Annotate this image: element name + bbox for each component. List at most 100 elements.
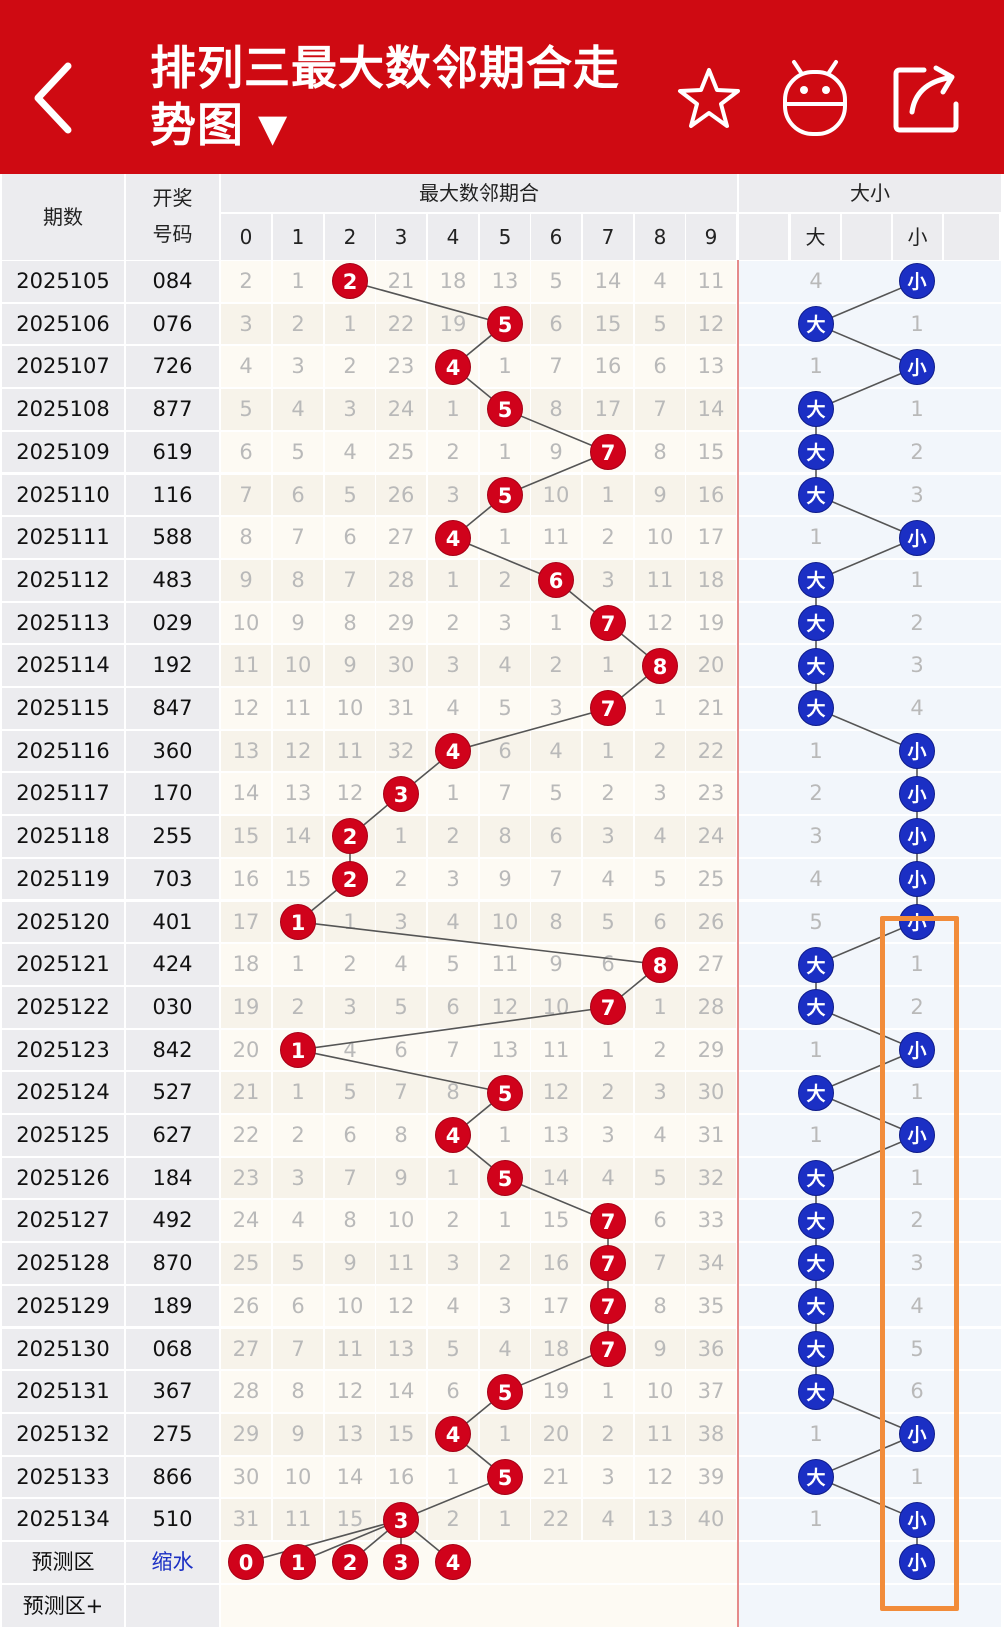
size-header-spacer bbox=[944, 214, 999, 260]
miss-count-cell: 17 bbox=[686, 517, 736, 558]
small-miss-cell: 2 bbox=[910, 1208, 924, 1233]
miss-count-cell: 15 bbox=[686, 431, 736, 473]
miss-count-cell: 12 bbox=[273, 730, 323, 772]
miss-count-cell: 19 bbox=[531, 1371, 581, 1412]
miss-count-cell: 1 bbox=[428, 773, 478, 815]
miss-count-cell: 15 bbox=[221, 816, 271, 857]
miss-count-cell: 2 bbox=[635, 730, 685, 772]
period-cell: 2025127 bbox=[2, 1200, 124, 1242]
draw-number-cell: 116 bbox=[126, 474, 219, 516]
period-cell: 2025110 bbox=[2, 474, 124, 516]
hit-ball: 8 bbox=[642, 946, 678, 983]
small-ball: 小 bbox=[899, 1501, 935, 1538]
miss-count-cell: 9 bbox=[325, 1243, 375, 1284]
digit-header-7: 7 bbox=[583, 214, 633, 260]
small-miss-cell: 1 bbox=[910, 1165, 924, 1190]
share-icon[interactable] bbox=[890, 60, 966, 136]
miss-count-cell: 12 bbox=[635, 602, 685, 644]
miss-count-cell: 3 bbox=[428, 1243, 478, 1284]
hit-ball: 7 bbox=[590, 434, 626, 471]
miss-count-cell: 4 bbox=[635, 1115, 685, 1156]
hit-ball: 5 bbox=[487, 1373, 523, 1410]
miss-count-cell: 9 bbox=[635, 474, 685, 516]
miss-count-cell: 9 bbox=[480, 858, 530, 900]
hit-ball: 4 bbox=[435, 519, 471, 556]
miss-count-cell: 3 bbox=[635, 1072, 685, 1113]
miss-count-cell: 23 bbox=[686, 773, 736, 815]
miss-count-cell: 11 bbox=[480, 944, 530, 985]
miss-count-cell: 9 bbox=[635, 1328, 685, 1370]
draw-number-cell: 401 bbox=[126, 901, 219, 943]
forecast-plus-cell bbox=[126, 1584, 219, 1627]
period-cell: 2025112 bbox=[2, 559, 124, 601]
miss-count-cell: 3 bbox=[325, 389, 375, 430]
miss-count-cell: 2 bbox=[428, 816, 478, 857]
draw-number-cell: 510 bbox=[126, 1499, 219, 1540]
miss-count-cell: 3 bbox=[583, 816, 633, 857]
period-cell: 2025132 bbox=[2, 1413, 124, 1455]
period-cell: 2025131 bbox=[2, 1371, 124, 1412]
miss-count-cell: 9 bbox=[531, 431, 581, 473]
small-miss-cell: 6 bbox=[910, 1379, 924, 1404]
miss-count-cell: 7 bbox=[428, 1029, 478, 1071]
miss-count-cell: 9 bbox=[273, 1413, 323, 1455]
miss-count-cell: 6 bbox=[531, 816, 581, 857]
dropdown-arrow-icon[interactable]: ▼ bbox=[258, 106, 289, 150]
draw-number-cell: 192 bbox=[126, 645, 219, 686]
big-miss-cell: 1 bbox=[809, 738, 823, 763]
big-ball: 大 bbox=[798, 690, 834, 727]
miss-count-cell: 13 bbox=[325, 1413, 375, 1455]
miss-count-cell: 10 bbox=[325, 688, 375, 729]
draw-number-cell: 588 bbox=[126, 517, 219, 558]
draw-header-line1: 开奖 bbox=[152, 186, 193, 210]
small-miss-cell: 1 bbox=[910, 952, 924, 977]
shrink-link[interactable]: 缩水 bbox=[126, 1542, 219, 1583]
miss-count-cell: 1 bbox=[273, 261, 323, 302]
hit-ball: 7 bbox=[590, 1330, 626, 1367]
miss-count-cell: 2 bbox=[583, 1072, 633, 1113]
miss-count-cell: 16 bbox=[531, 1243, 581, 1284]
draw-number-cell: 076 bbox=[126, 303, 219, 345]
miss-count-cell: 6 bbox=[273, 474, 323, 516]
miss-count-cell: 10 bbox=[635, 1371, 685, 1412]
miss-count-cell: 22 bbox=[686, 730, 736, 772]
small-miss-cell: 2 bbox=[910, 439, 924, 464]
miss-count-cell: 1 bbox=[583, 730, 633, 772]
hit-ball: 6 bbox=[538, 562, 574, 599]
miss-count-cell: 30 bbox=[376, 645, 426, 686]
size-row-bg bbox=[739, 431, 1001, 473]
big-miss-cell: 1 bbox=[809, 1037, 823, 1062]
miss-count-cell: 13 bbox=[531, 1115, 581, 1156]
miss-count-cell: 23 bbox=[221, 1157, 271, 1199]
size-row-bg bbox=[739, 816, 1001, 857]
big-ball: 大 bbox=[798, 1245, 834, 1282]
big-ball: 大 bbox=[798, 1373, 834, 1410]
robot-icon[interactable] bbox=[780, 56, 850, 138]
miss-count-cell: 1 bbox=[531, 602, 581, 644]
miss-count-cell: 1 bbox=[480, 346, 530, 388]
page-title[interactable]: 排列三最大数邻期合走 势图 ▼ bbox=[150, 40, 650, 157]
small-miss-cell: 4 bbox=[910, 1293, 924, 1318]
period-cell: 2025113 bbox=[2, 602, 124, 644]
miss-count-cell: 4 bbox=[635, 816, 685, 857]
draw-number-cell: 703 bbox=[126, 858, 219, 900]
miss-count-cell: 39 bbox=[686, 1456, 736, 1498]
miss-count-cell: 4 bbox=[583, 1157, 633, 1199]
digit-header-6: 6 bbox=[531, 214, 581, 260]
digit-header-4: 4 bbox=[428, 214, 478, 260]
draw-number-cell: 866 bbox=[126, 1456, 219, 1498]
miss-count-cell: 5 bbox=[428, 1328, 478, 1370]
draw-number-cell: 360 bbox=[126, 730, 219, 772]
draw-number-cell: 842 bbox=[126, 1029, 219, 1071]
group-separator bbox=[737, 260, 739, 1627]
miss-count-cell: 7 bbox=[635, 1243, 685, 1284]
miss-count-cell: 10 bbox=[273, 645, 323, 686]
miss-count-cell: 27 bbox=[376, 517, 426, 558]
draw-number-cell: 068 bbox=[126, 1328, 219, 1370]
digit-header-1: 1 bbox=[273, 214, 323, 260]
chevron-left-icon[interactable] bbox=[28, 58, 88, 138]
draw-number-cell: 084 bbox=[126, 261, 219, 302]
miss-count-cell: 7 bbox=[376, 1072, 426, 1113]
star-icon[interactable] bbox=[676, 66, 742, 132]
miss-count-cell: 2 bbox=[428, 431, 478, 473]
